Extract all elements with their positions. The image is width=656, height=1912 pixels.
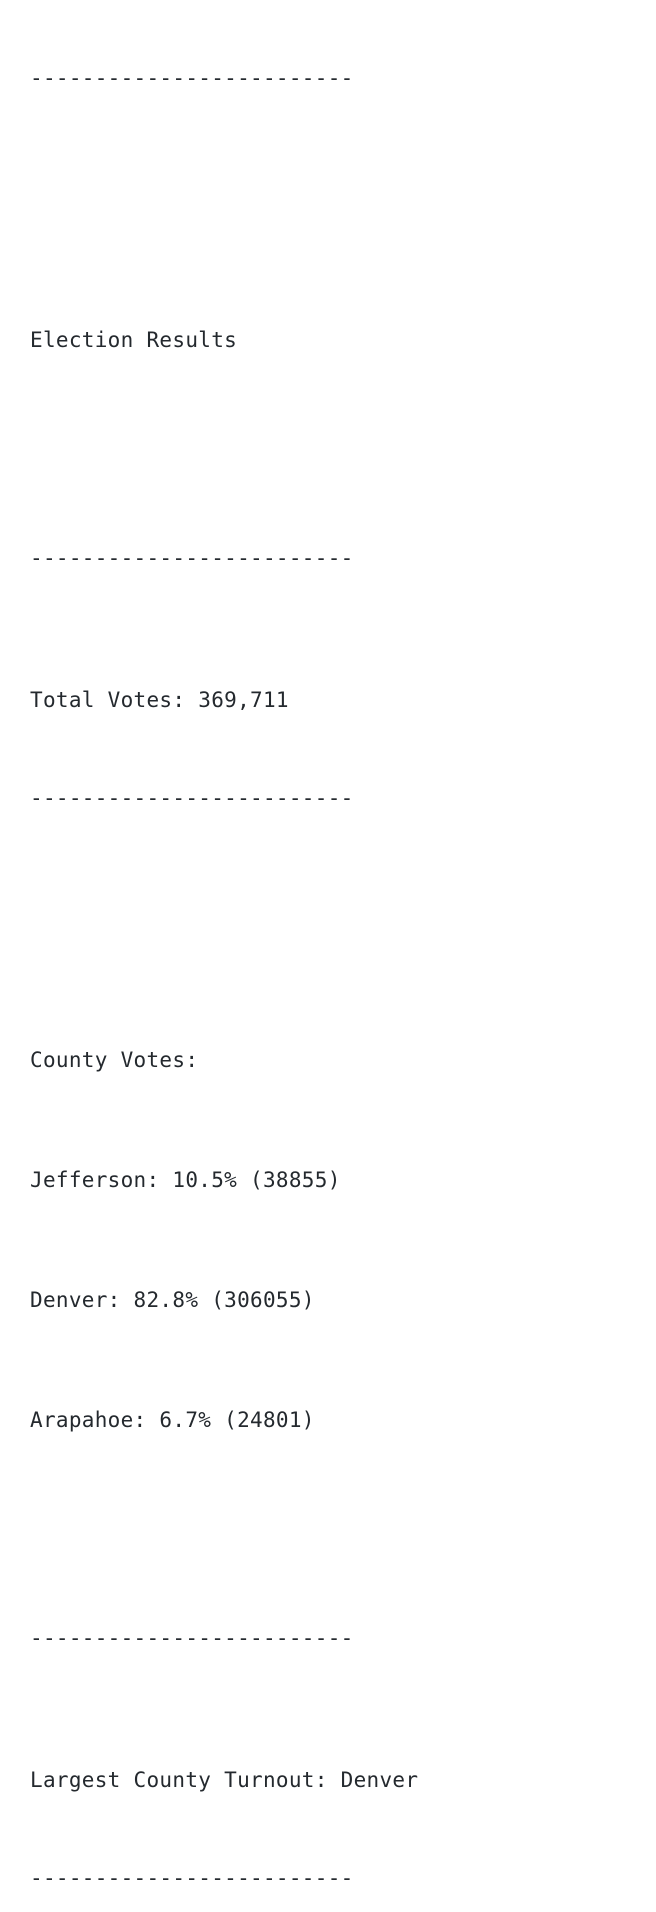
separator-line: -------------------------: [30, 546, 354, 570]
terminal-output: ------------------------- Election Resul…: [30, 0, 535, 1912]
separator-line: -------------------------: [30, 786, 354, 810]
total-votes: Total Votes: 369,711: [30, 688, 289, 712]
blank-line: [30, 1520, 535, 1560]
separator-line: -------------------------: [30, 1626, 354, 1650]
county-votes-header: County Votes:: [30, 1048, 199, 1072]
results-title: Election Results: [30, 328, 238, 352]
blank-line: [30, 920, 535, 960]
blank-line: [30, 440, 535, 480]
county-row-jefferson: Jefferson: 10.5% (38855): [30, 1168, 341, 1192]
largest-county-turnout: Largest County Turnout: Denver: [30, 1768, 419, 1792]
blank-line: [30, 200, 535, 240]
county-row-arapahoe: Arapahoe: 6.7% (24801): [30, 1408, 315, 1432]
separator-line: -------------------------: [30, 1866, 354, 1890]
county-row-denver: Denver: 82.8% (306055): [30, 1288, 315, 1312]
separator-line: -------------------------: [30, 66, 354, 90]
